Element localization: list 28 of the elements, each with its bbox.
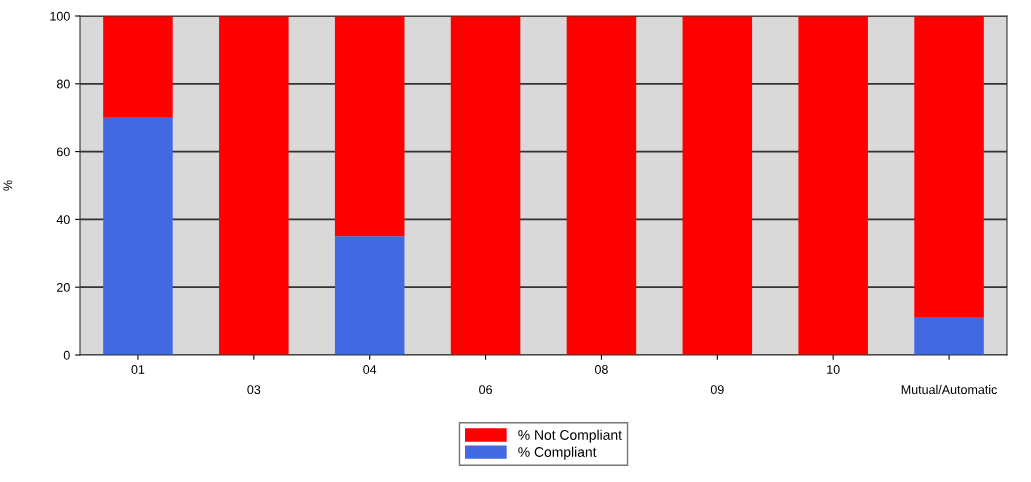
bar xyxy=(914,16,984,318)
bar xyxy=(450,16,521,355)
bar xyxy=(334,236,405,355)
y-tick-label: 60 xyxy=(57,147,70,157)
x-tick-label: 06 xyxy=(479,385,492,395)
bar xyxy=(682,16,753,355)
x-tick-label: 01 xyxy=(131,365,145,374)
y-tick-label: 100 xyxy=(50,11,70,21)
bar xyxy=(914,317,984,355)
y-tick-label: 0 xyxy=(63,350,70,360)
x-tick-label: 08 xyxy=(594,365,608,374)
x-tick-label: 03 xyxy=(247,385,261,395)
bar xyxy=(334,16,405,237)
y-tick-label: 20 xyxy=(57,283,70,292)
bar xyxy=(103,16,173,118)
y-tick-label: 40 xyxy=(56,215,70,225)
x-tick-label: 09 xyxy=(710,385,724,395)
bar xyxy=(103,117,173,355)
x-tick-label: 04 xyxy=(363,365,377,374)
y-tick-label: 80 xyxy=(56,79,70,89)
bar xyxy=(219,16,289,355)
y-axis-title: % xyxy=(3,180,13,191)
legend-label: % Compliant xyxy=(518,446,597,460)
x-tick-label: Mutual/Automatic xyxy=(901,384,998,395)
x-tick-label: 10 xyxy=(827,365,840,374)
bar xyxy=(566,16,637,355)
legend-label: % Not Compliant xyxy=(518,429,622,443)
bar xyxy=(798,16,868,355)
